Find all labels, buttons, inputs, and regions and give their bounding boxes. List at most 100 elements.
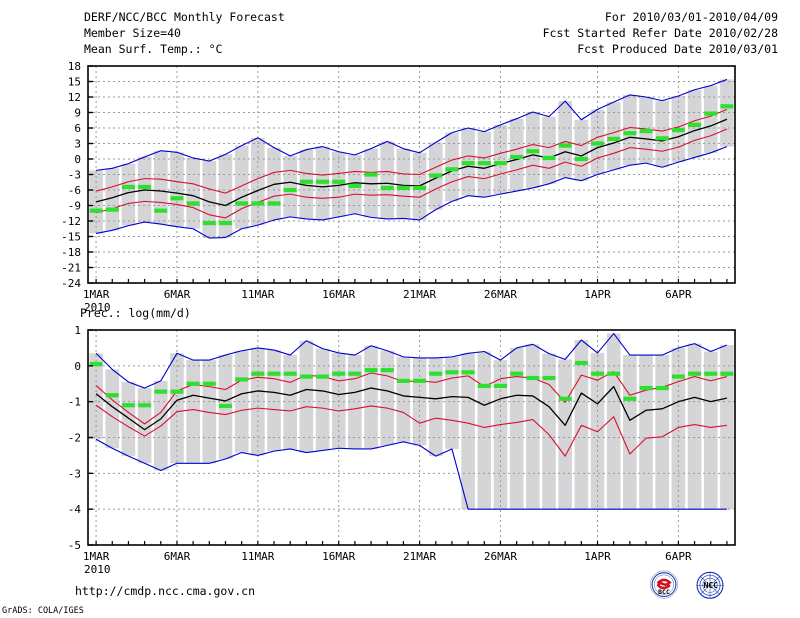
y-tick-label: 1 xyxy=(74,324,81,337)
y-tick-label: -5 xyxy=(68,539,81,552)
ncc-logo-icon: NCC xyxy=(696,571,724,599)
series-line-4 xyxy=(95,385,728,431)
observed-markers xyxy=(89,104,734,226)
x-tick-label: 16MAR xyxy=(322,550,355,563)
y-tick-label: 12 xyxy=(68,91,81,104)
spread-bar xyxy=(396,148,411,219)
y-tick-label: 6 xyxy=(74,122,81,135)
plot-frame xyxy=(87,329,736,546)
y-tick-label: -24 xyxy=(61,277,81,290)
spread-bar xyxy=(703,85,718,153)
y-tick-label: -3 xyxy=(68,169,81,182)
spread-bar xyxy=(105,168,120,231)
spread-bar xyxy=(380,350,395,446)
spread-bar xyxy=(623,94,637,166)
spread-bar xyxy=(639,355,653,510)
spread-bar xyxy=(671,347,686,510)
forecast-produced-date-label: Fcst Produced Date 2010/03/01 xyxy=(577,42,778,56)
spread-bar xyxy=(234,350,249,453)
x-tick-label: 6MAR xyxy=(164,288,191,301)
y-tick-label: -1 xyxy=(68,396,81,409)
spread-bar xyxy=(445,356,459,449)
spread-bar xyxy=(186,157,200,229)
x-tick-label: 6APR xyxy=(665,288,692,301)
x-tick-label: 1MAR xyxy=(83,550,110,563)
spread-bar xyxy=(655,100,670,168)
y-tick-label: -21 xyxy=(61,262,81,275)
x-tick-label: 21MAR xyxy=(403,550,436,563)
spread-bar xyxy=(283,155,297,217)
spread-bar xyxy=(542,353,556,510)
y-tick-label: 3 xyxy=(74,138,81,151)
spread-bar xyxy=(574,119,589,181)
y-tick-label: -6 xyxy=(68,184,81,197)
y-tick-label: -9 xyxy=(68,200,81,213)
x-tick-label: 11MAR xyxy=(241,550,274,563)
bcc-logo-icon: BCC xyxy=(650,570,678,599)
spread-bar xyxy=(477,351,492,510)
precipitation-panel-title: Prec.: log(mm/d) xyxy=(80,306,191,320)
series-line-0 xyxy=(95,333,728,389)
website-url[interactable]: http://cmdp.ncc.cma.gov.cn xyxy=(75,584,256,598)
forecast-start-date-label: Fcst Started Refer Date 2010/02/28 xyxy=(542,26,778,40)
spread-bar xyxy=(202,161,217,239)
logo-group: BCC NCC xyxy=(640,568,750,604)
spread-bar xyxy=(105,369,120,449)
grads-credit: GrADS: COLA/IGES xyxy=(2,606,84,616)
spread-bar xyxy=(186,360,200,464)
spread-bar xyxy=(558,101,572,178)
spread-bar xyxy=(445,132,459,202)
x-tick-label: 26MAR xyxy=(484,288,517,301)
spread-bar xyxy=(364,345,378,449)
spread-bar xyxy=(687,343,702,510)
y-tick-label: 18 xyxy=(68,60,81,73)
x-tick-label: 16MAR xyxy=(322,288,355,301)
spread-bar xyxy=(493,360,508,510)
spread-bar xyxy=(606,102,621,170)
series-line-2 xyxy=(95,108,728,194)
temperature-panel-title: Mean Surf. Temp.: °C xyxy=(84,42,223,56)
spread-bar xyxy=(526,344,540,510)
gridlines xyxy=(88,330,735,545)
spread-bar xyxy=(509,347,524,510)
spread-bar xyxy=(299,340,314,453)
spread-bar xyxy=(380,141,395,219)
x-tick-label: 21MAR xyxy=(403,288,436,301)
y-tick-label: -18 xyxy=(61,246,81,259)
observed-markers xyxy=(89,360,734,409)
spread-bar xyxy=(315,348,330,451)
series-line-1 xyxy=(95,438,727,510)
forecast-period-label: For 2010/03/01-2010/04/09 xyxy=(604,10,778,24)
series-line-2 xyxy=(95,371,728,425)
spread-bar xyxy=(655,355,670,510)
spread-bar xyxy=(574,340,589,510)
svg-text:NCC: NCC xyxy=(704,581,719,590)
gridlines xyxy=(88,66,735,283)
y-tick-label: 0 xyxy=(74,360,81,373)
spread-bar xyxy=(396,356,411,442)
spread-bar xyxy=(542,116,556,184)
spread-bar xyxy=(720,345,734,510)
spread-bar xyxy=(493,124,508,195)
series-line-4 xyxy=(95,118,728,207)
spread-bar xyxy=(558,359,572,510)
x-tick-label: 1APR xyxy=(584,550,611,563)
spread-bar xyxy=(623,355,637,510)
page-title: DERF/NCC/BCC Monthly Forecast xyxy=(84,10,285,24)
y-tick-label: 0 xyxy=(74,153,81,166)
spread-bar xyxy=(170,353,184,464)
spread-bar xyxy=(267,350,281,452)
y-tick-label: 9 xyxy=(74,107,81,120)
x-tick-label: 11MAR xyxy=(241,288,274,301)
y-tick-label: -3 xyxy=(68,467,81,480)
series-line-3 xyxy=(95,404,727,457)
x-axis-year-label: 2010 xyxy=(84,563,111,576)
y-tick-label: -4 xyxy=(68,503,82,516)
spread-bar xyxy=(364,148,378,218)
spread-bars xyxy=(89,333,734,510)
y-tick-label: -15 xyxy=(61,231,81,244)
series-line-3 xyxy=(95,128,728,219)
